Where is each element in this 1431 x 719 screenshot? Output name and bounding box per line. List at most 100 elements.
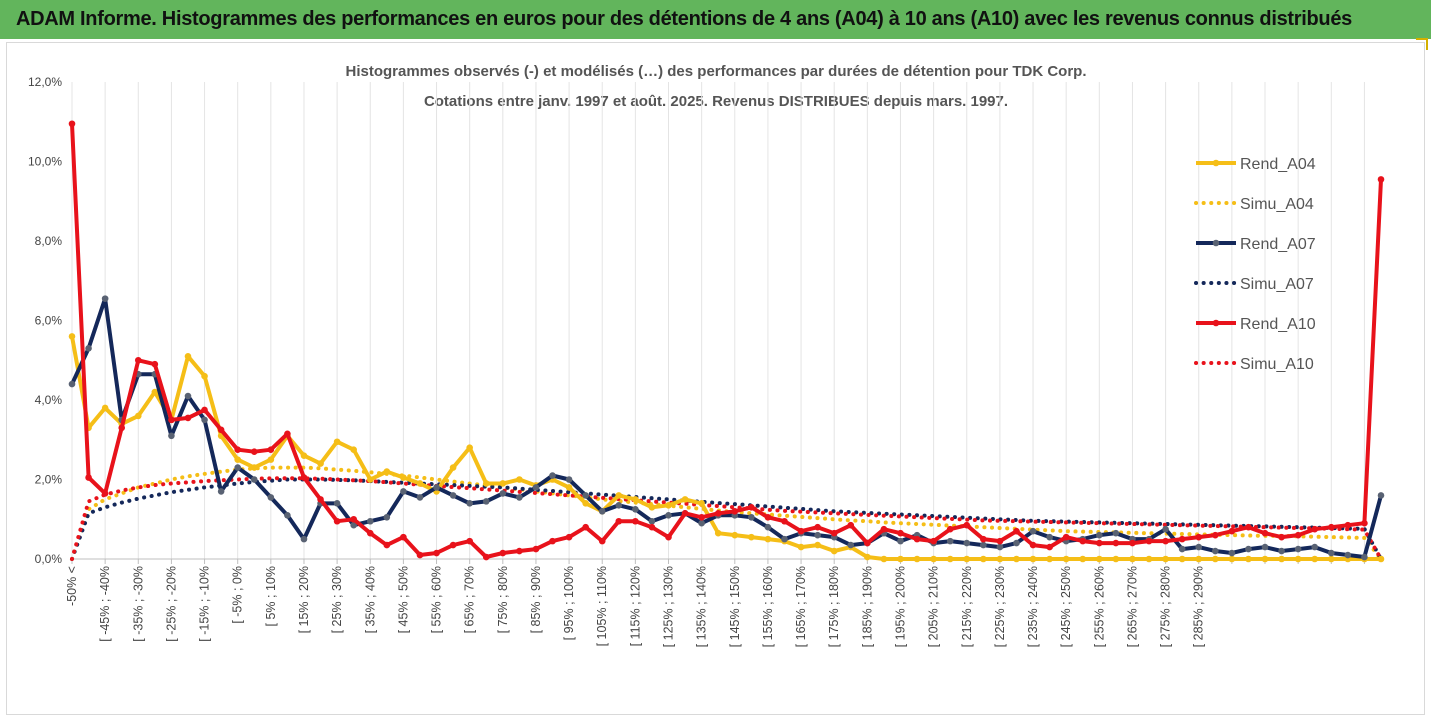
data-point-rend-a07 xyxy=(648,517,656,525)
y-tick-label: 0,0% xyxy=(35,552,63,566)
data-point-rend-a07 xyxy=(565,476,573,483)
legend-label-rend-a04: Rend_A04 xyxy=(1240,156,1316,173)
x-tick-label: [ 155% ; 160% xyxy=(761,566,775,647)
data-point-rend-a04 xyxy=(582,500,589,507)
data-point-rend-a10 xyxy=(1261,529,1269,537)
data-point-rend-a07 xyxy=(1212,547,1219,555)
data-point-rend-a07 xyxy=(416,494,424,501)
data-point-rend-a04 xyxy=(416,480,424,487)
x-tick-label: [ 215% ; 220% xyxy=(960,566,974,647)
data-point-rend-a04 xyxy=(913,555,921,563)
data-point-rend-a07 xyxy=(201,416,208,424)
data-point-rend-a10 xyxy=(499,549,507,557)
data-point-rend-a07 xyxy=(1261,543,1269,551)
y-tick-label: 4,0% xyxy=(35,393,63,407)
data-point-rend-a10 xyxy=(482,553,490,561)
data-point-rend-a10 xyxy=(864,539,871,547)
data-point-rend-a04 xyxy=(615,492,623,499)
data-point-rend-a04 xyxy=(333,438,341,446)
data-point-rend-a10 xyxy=(267,446,275,453)
legend-marker-rend-a07 xyxy=(1212,239,1220,247)
data-point-rend-a10 xyxy=(913,535,921,543)
data-point-rend-a04 xyxy=(151,388,159,396)
data-point-rend-a04 xyxy=(632,496,639,503)
data-point-rend-a04 xyxy=(1129,555,1136,563)
series-line-simu-a07 xyxy=(70,477,1383,561)
report-title: ADAM Informe. Histogrammes des performan… xyxy=(16,8,1352,30)
data-point-rend-a10 xyxy=(366,529,374,537)
data-point-rend-a07 xyxy=(383,513,391,521)
data-point-rend-a10 xyxy=(1096,539,1103,547)
data-point-rend-a04 xyxy=(1112,555,1120,563)
x-tick-label: [ 5% ; 10% xyxy=(264,566,278,626)
data-point-rend-a04 xyxy=(516,476,523,483)
x-tick-label: [ -25% ; -20% xyxy=(164,566,178,642)
data-point-rend-a07 xyxy=(1294,545,1302,553)
data-point-rend-a07 xyxy=(333,500,341,507)
data-point-rend-a04 xyxy=(1278,555,1285,563)
data-point-rend-a07 xyxy=(267,494,275,501)
x-tick-label: [ 135% ; 140% xyxy=(695,566,709,647)
data-point-rend-a10 xyxy=(698,513,705,521)
series-line-rend-a07 xyxy=(70,296,1383,559)
data-point-rend-a10 xyxy=(665,533,672,541)
data-point-rend-a07 xyxy=(698,519,705,527)
data-point-rend-a07 xyxy=(781,535,788,543)
data-point-rend-a07 xyxy=(1311,543,1319,551)
data-point-rend-a04 xyxy=(350,446,357,453)
data-point-rend-a04 xyxy=(1145,555,1153,563)
data-point-rend-a07 xyxy=(1327,549,1335,557)
y-tick-label: 2,0% xyxy=(35,473,63,487)
data-point-rend-a07 xyxy=(1228,549,1236,557)
data-point-rend-a07 xyxy=(1195,543,1203,551)
data-point-rend-a04 xyxy=(880,555,888,563)
data-point-rend-a04 xyxy=(1261,555,1269,563)
data-point-rend-a10 xyxy=(830,529,838,537)
data-point-rend-a07 xyxy=(1112,529,1120,537)
data-point-rend-a07 xyxy=(946,537,954,545)
data-point-rend-a07 xyxy=(250,476,258,483)
legend-label-rend-a07: Rend_A07 xyxy=(1240,236,1316,253)
data-point-rend-a04 xyxy=(1029,555,1037,563)
data-point-rend-a04 xyxy=(1311,555,1319,563)
data-point-rend-a10 xyxy=(781,517,788,525)
x-tick-label: [ 195% ; 200% xyxy=(893,566,907,647)
data-point-rend-a07 xyxy=(217,488,225,495)
chart-frame xyxy=(6,42,1425,715)
x-tick-label: [ 115% ; 120% xyxy=(628,566,642,646)
data-point-rend-a07 xyxy=(1178,545,1186,553)
data-point-rend-a04 xyxy=(565,484,573,491)
data-point-rend-a04 xyxy=(1294,555,1302,563)
data-point-rend-a04 xyxy=(383,468,391,475)
x-tick-label: [ 95% ; 100% xyxy=(562,566,576,640)
data-point-rend-a10 xyxy=(317,496,324,503)
data-point-rend-a04 xyxy=(1013,555,1020,563)
data-point-rend-a04 xyxy=(499,480,507,487)
data-point-rend-a10 xyxy=(748,504,755,511)
x-tick-label: [ -45% ; -40% xyxy=(98,566,112,642)
data-point-rend-a10 xyxy=(532,545,540,553)
data-point-rend-a10 xyxy=(980,535,987,543)
y-tick-label: 10,0% xyxy=(28,155,62,169)
data-point-rend-a10 xyxy=(1294,531,1302,539)
data-point-rend-a10 xyxy=(1029,541,1037,549)
data-point-rend-a07 xyxy=(996,543,1004,551)
data-point-rend-a07 xyxy=(980,541,987,549)
chart-title-line-2: Cotations entre janv. 1997 et août. 2025… xyxy=(424,93,1008,110)
data-point-rend-a04 xyxy=(482,480,490,487)
data-point-rend-a10 xyxy=(648,523,656,531)
x-tick-label: [ 105% ; 110% xyxy=(595,566,609,646)
x-tick-label: [ 245% ; 250% xyxy=(1059,566,1073,647)
report-banner: ADAM Informe. Histogrammes des performan… xyxy=(0,0,1431,39)
data-point-rend-a04 xyxy=(797,543,805,551)
data-point-rend-a10 xyxy=(134,356,142,364)
x-tick-label: [ 75% ; 80% xyxy=(496,566,510,633)
data-point-rend-a04 xyxy=(996,555,1004,563)
data-point-rend-a07 xyxy=(632,506,639,513)
data-point-rend-a10 xyxy=(1178,535,1186,543)
x-tick-label: [ 125% ; 130% xyxy=(662,566,676,647)
data-point-rend-a07 xyxy=(582,492,589,499)
data-point-rend-a07 xyxy=(814,531,821,539)
data-point-rend-a04 xyxy=(250,464,258,471)
data-point-rend-a04 xyxy=(1162,555,1169,563)
